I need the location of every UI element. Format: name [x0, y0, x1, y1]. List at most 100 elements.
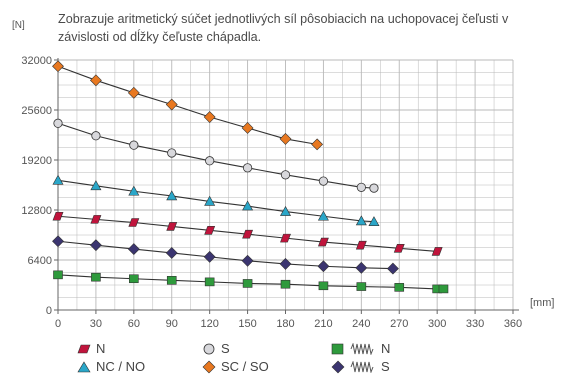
y-tick-label: 6400 — [28, 255, 52, 267]
data-point — [317, 210, 329, 221]
data-point — [90, 215, 102, 224]
series-1 — [52, 174, 380, 227]
data-point — [318, 176, 329, 186]
series-5 — [52, 235, 399, 275]
data-point — [242, 200, 254, 211]
legend-item-n: N — [76, 341, 105, 356]
data-point — [279, 257, 292, 270]
legend-item-sc-so: SC / SO — [201, 359, 269, 374]
x-tick-label: 180 — [276, 318, 294, 330]
data-point — [242, 229, 254, 239]
y-tick-label: 0 — [46, 305, 52, 317]
legend-label-n: N — [96, 341, 106, 356]
data-point — [166, 222, 178, 231]
y-tick-label: 32000 — [21, 55, 52, 67]
data-point — [91, 131, 101, 141]
spring-icon — [350, 342, 374, 355]
data-point — [311, 138, 324, 151]
series-3 — [52, 60, 324, 151]
legend-label-spring-n: N — [381, 341, 391, 356]
data-point — [52, 174, 64, 185]
data-point — [355, 215, 367, 226]
data-point — [203, 250, 216, 263]
data-point — [166, 276, 177, 285]
series-line — [57, 122, 375, 189]
data-point — [318, 281, 329, 291]
data-point — [128, 185, 140, 196]
x-tick-label: 150 — [238, 318, 256, 330]
data-point — [129, 274, 139, 284]
legend-marker-sc-so — [202, 360, 216, 373]
legend-item-spring-n: N — [330, 341, 390, 356]
legend-marker-spring-s — [331, 360, 345, 373]
y-tick-label: 19200 — [21, 155, 52, 167]
x-tick-label: 270 — [390, 318, 408, 330]
data-point — [431, 247, 443, 256]
x-tick-label: 300 — [428, 318, 446, 330]
data-point — [280, 279, 291, 289]
data-point — [355, 261, 368, 274]
series-line — [57, 179, 375, 223]
data-point — [280, 233, 291, 243]
series-line — [57, 65, 318, 145]
spring-icon — [350, 360, 374, 373]
chart-description: Zobrazuje aritmetický súčet jednotlivých… — [58, 12, 509, 44]
legend-label-sc-so: SC / SO — [221, 359, 269, 374]
data-point — [438, 284, 449, 294]
y-axis-unit: [N] — [12, 20, 25, 31]
x-tick-label: 0 — [55, 318, 61, 330]
legend-item-nc-no: NC / NO — [76, 359, 145, 374]
data-point — [356, 182, 366, 192]
data-point — [368, 216, 380, 227]
data-point — [394, 283, 405, 292]
series-2 — [53, 118, 379, 193]
x-tick-label: 210 — [314, 318, 332, 330]
series-line — [57, 274, 444, 290]
x-tick-label: 30 — [90, 318, 102, 330]
data-point — [52, 211, 64, 221]
data-point — [89, 239, 102, 252]
y-tick-label: 12800 — [21, 205, 52, 217]
data-point — [53, 270, 63, 280]
legend-marker-n — [77, 344, 91, 353]
data-point — [393, 243, 405, 253]
data-point — [242, 163, 253, 173]
data-point — [166, 190, 178, 201]
data-point — [52, 235, 64, 248]
series-line — [57, 240, 393, 270]
data-point — [127, 86, 140, 99]
data-point — [165, 98, 178, 111]
series-4 — [53, 270, 449, 294]
data-point — [90, 180, 102, 191]
data-point — [165, 247, 178, 259]
data-point — [204, 195, 216, 206]
x-tick-label: 240 — [352, 318, 370, 330]
data-point — [317, 260, 330, 273]
data-point — [279, 205, 292, 216]
x-axis-unit: [mm] — [530, 297, 554, 309]
data-point — [241, 122, 254, 134]
y-tick-label: 25600 — [21, 105, 52, 117]
x-tick-label: 90 — [166, 318, 178, 330]
x-tick-label: 360 — [504, 318, 522, 330]
data-point — [203, 111, 216, 123]
data-point — [355, 240, 367, 250]
legend-label-s: S — [221, 341, 230, 356]
tick-labels: 0 30 60 90 120 150 180 210 240 270 300 330 360 0 6400 1… — [21, 55, 522, 330]
data-point — [279, 132, 292, 145]
legend-marker-spring-n — [331, 343, 344, 354]
data-point — [91, 272, 101, 282]
data-point — [369, 183, 379, 193]
data-point — [53, 118, 63, 128]
legend-marker-nc-no — [77, 360, 91, 372]
series-0 — [52, 211, 443, 256]
x-tick-label: 330 — [466, 318, 484, 330]
data-point — [52, 60, 64, 73]
data-point — [241, 254, 254, 267]
grid-lines — [57, 59, 514, 311]
data-point — [242, 279, 253, 288]
data-point — [89, 74, 102, 87]
data-point — [280, 170, 291, 180]
data-point — [167, 148, 177, 158]
